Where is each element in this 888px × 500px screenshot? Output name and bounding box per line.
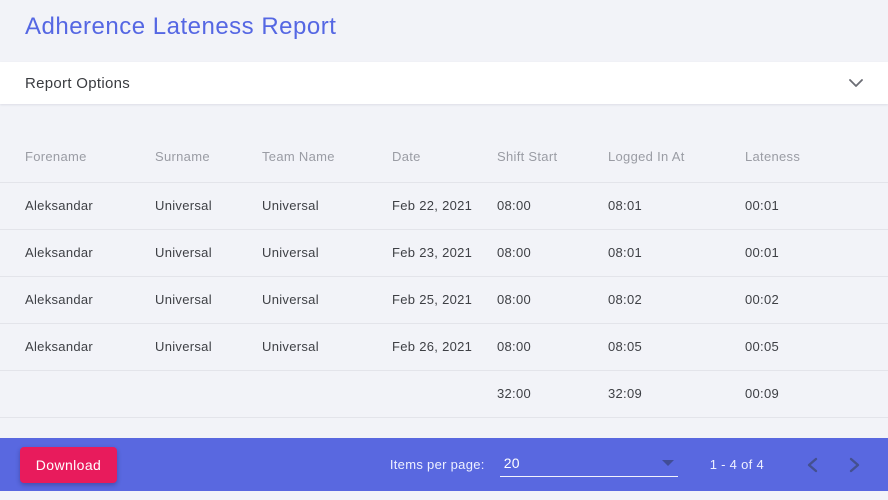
table-cell: 00:01 bbox=[745, 228, 888, 276]
table-cell: Universal bbox=[155, 322, 262, 370]
table-cell bbox=[392, 369, 497, 418]
table-cell: Aleksandar bbox=[0, 228, 155, 276]
table-row: Aleksandar Universal Universal Feb 25, 2021… bbox=[0, 275, 888, 323]
page-title: Adherence Lateness Report bbox=[25, 13, 337, 40]
table-cell: Aleksandar bbox=[0, 322, 155, 370]
page-nav bbox=[800, 453, 866, 477]
table-cell: Feb 22, 2021 bbox=[392, 181, 497, 229]
table-cell: 08:02 bbox=[608, 275, 745, 323]
lateness-table: Forename Surname Team Name Date Shift Start L… bbox=[0, 132, 888, 418]
table-cell: 00:02 bbox=[745, 275, 888, 323]
download-button[interactable]: Download bbox=[20, 446, 117, 483]
table-cell: 32:09 bbox=[608, 369, 745, 418]
pagination-controls: Items per page: 20 1 - 4 of 4 bbox=[390, 453, 866, 477]
table-cell: 08:05 bbox=[608, 322, 745, 370]
column-header: Team Name bbox=[262, 149, 335, 165]
table-cell: Universal bbox=[155, 228, 262, 276]
table-cell: Universal bbox=[155, 275, 262, 323]
table-cell bbox=[262, 369, 392, 418]
next-page-button[interactable] bbox=[842, 453, 866, 477]
report-options-panel[interactable]: Report Options bbox=[0, 62, 888, 104]
table-cell: Universal bbox=[262, 228, 392, 276]
table-cell: Universal bbox=[262, 322, 392, 370]
table-cell: 00:01 bbox=[745, 181, 888, 229]
chevron-left-icon bbox=[807, 457, 817, 472]
table-cell bbox=[155, 369, 262, 418]
table-cell: 08:01 bbox=[608, 228, 745, 276]
chevron-right-icon bbox=[849, 457, 859, 472]
table-cell: 00:09 bbox=[745, 369, 888, 418]
previous-page-button[interactable] bbox=[800, 453, 824, 477]
table-cell: Aleksandar bbox=[0, 181, 155, 229]
table-cell: Universal bbox=[262, 181, 392, 229]
page-range-label: 1 - 4 of 4 bbox=[709, 457, 764, 472]
table-cell: 00:05 bbox=[745, 322, 888, 370]
table-cell: Universal bbox=[155, 181, 262, 229]
table-cell: Feb 23, 2021 bbox=[392, 228, 497, 276]
table-cell: 08:00 bbox=[497, 181, 608, 229]
table-cell: 08:00 bbox=[497, 322, 608, 370]
table-totals-row: 32:00 32:09 00:09 bbox=[0, 369, 888, 418]
table-body: Aleksandar Universal Universal Feb 22, 2021… bbox=[0, 181, 888, 418]
table-cell: 32:00 bbox=[497, 369, 608, 418]
column-header: Forename bbox=[25, 149, 87, 165]
report-options-label: Report Options bbox=[25, 74, 131, 92]
table-cell: Aleksandar bbox=[0, 275, 155, 323]
dropdown-arrow-icon bbox=[661, 460, 674, 466]
column-header: Date bbox=[392, 149, 421, 165]
table-cell: 08:00 bbox=[497, 228, 608, 276]
table-cell: Feb 26, 2021 bbox=[392, 322, 497, 370]
table-row: Aleksandar Universal Universal Feb 26, 2021… bbox=[0, 322, 888, 370]
table-cell: 08:01 bbox=[608, 181, 745, 229]
table-cell: Feb 25, 2021 bbox=[392, 275, 497, 323]
chevron-down-icon[interactable] bbox=[849, 78, 863, 88]
footer-toolbar: Download Items per page: 20 1 - 4 of 4 bbox=[0, 438, 888, 491]
items-per-page-select[interactable]: 20 bbox=[499, 453, 678, 477]
items-per-page-label: Items per page: bbox=[389, 457, 485, 472]
table-cell: 08:00 bbox=[497, 275, 608, 323]
table-header-row: Forename Surname Team Name Date Shift Start L… bbox=[0, 132, 888, 182]
items-per-page-value: 20 bbox=[503, 455, 520, 471]
column-header: Surname bbox=[155, 149, 210, 165]
column-header: Shift Start bbox=[497, 149, 558, 165]
table-row: Aleksandar Universal Universal Feb 23, 2021… bbox=[0, 228, 888, 276]
column-header: Logged In At bbox=[608, 149, 685, 165]
column-header: Lateness bbox=[745, 149, 801, 165]
table-cell bbox=[0, 369, 155, 418]
table-row: Aleksandar Universal Universal Feb 22, 2021… bbox=[0, 181, 888, 229]
table-cell: Universal bbox=[262, 275, 392, 323]
